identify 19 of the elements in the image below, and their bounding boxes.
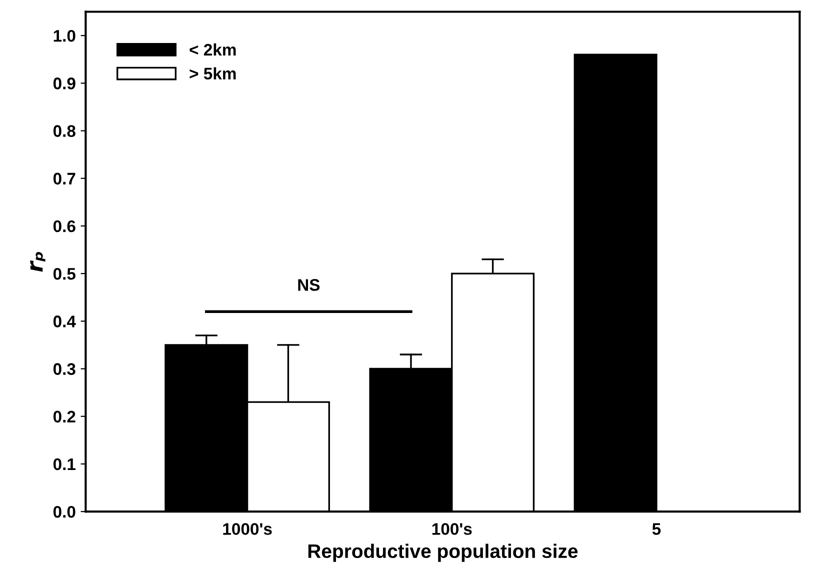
- legend-label: > 5km: [190, 67, 236, 80]
- y-tick-label: 0.3: [53, 363, 76, 375]
- x-axis-title: Reproductive population size: [308, 544, 578, 562]
- y-tick-label: 0.0: [53, 506, 76, 518]
- y-tick-label: 0.1: [53, 458, 76, 470]
- y-tick-label: 0.5: [53, 268, 76, 280]
- y-tick-label: 0.7: [53, 172, 76, 185]
- y-tick-label: 0.9: [53, 78, 76, 90]
- y-tick-label: 0.8: [53, 125, 76, 137]
- y-tick-label: 0.2: [53, 410, 76, 423]
- y-tick-label: 0.6: [53, 220, 76, 232]
- x-tick-label: 1000's: [223, 523, 272, 535]
- annotation: NS: [298, 279, 320, 291]
- y-tick-label: 0.4: [53, 316, 76, 328]
- y-axis-title: rₚ: [30, 252, 46, 272]
- x-tick-label: 100's: [432, 523, 472, 535]
- x-tick-label: 5: [652, 523, 661, 535]
- y-tick-label: 1.0: [54, 30, 76, 42]
- legend-label: < 2km: [190, 43, 236, 56]
